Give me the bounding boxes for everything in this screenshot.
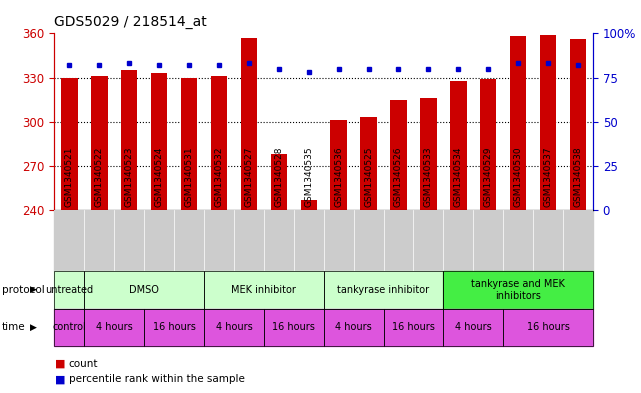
- Text: tankyrase inhibitor: tankyrase inhibitor: [337, 285, 429, 295]
- Bar: [360, 118, 377, 210]
- Bar: [241, 38, 257, 210]
- Text: 16 hours: 16 hours: [272, 322, 315, 332]
- Text: 16 hours: 16 hours: [153, 322, 196, 332]
- Text: count: count: [69, 358, 98, 369]
- Text: 16 hours: 16 hours: [392, 322, 435, 332]
- Text: ■: ■: [54, 358, 65, 369]
- Text: percentile rank within the sample: percentile rank within the sample: [69, 374, 244, 384]
- Bar: [271, 154, 287, 210]
- Text: MEK inhibitor: MEK inhibitor: [231, 285, 296, 295]
- Text: GDS5029 / 218514_at: GDS5029 / 218514_at: [54, 15, 207, 29]
- Bar: [480, 79, 496, 210]
- Bar: [540, 35, 556, 210]
- Text: DMSO: DMSO: [129, 285, 159, 295]
- Text: 16 hours: 16 hours: [527, 322, 569, 332]
- Bar: [62, 77, 78, 210]
- Text: control: control: [53, 322, 87, 332]
- Bar: [390, 100, 406, 210]
- Bar: [181, 77, 197, 210]
- Text: 4 hours: 4 hours: [96, 322, 133, 332]
- Text: ▶: ▶: [30, 323, 37, 332]
- Text: time: time: [2, 322, 26, 332]
- Text: protocol: protocol: [2, 285, 45, 295]
- Text: tankyrase and MEK
inhibitors: tankyrase and MEK inhibitors: [471, 279, 565, 301]
- Text: 4 hours: 4 hours: [335, 322, 372, 332]
- Bar: [151, 73, 167, 210]
- Bar: [510, 36, 526, 210]
- Bar: [121, 70, 138, 210]
- Bar: [450, 81, 467, 210]
- Text: ▶: ▶: [30, 285, 37, 294]
- Bar: [301, 200, 317, 210]
- Text: ■: ■: [54, 374, 65, 384]
- Bar: [331, 120, 347, 210]
- Bar: [570, 39, 587, 210]
- Bar: [211, 76, 228, 210]
- Bar: [91, 76, 108, 210]
- Bar: [420, 98, 437, 210]
- Text: untreated: untreated: [46, 285, 94, 295]
- Text: 4 hours: 4 hours: [455, 322, 492, 332]
- Text: 4 hours: 4 hours: [215, 322, 253, 332]
